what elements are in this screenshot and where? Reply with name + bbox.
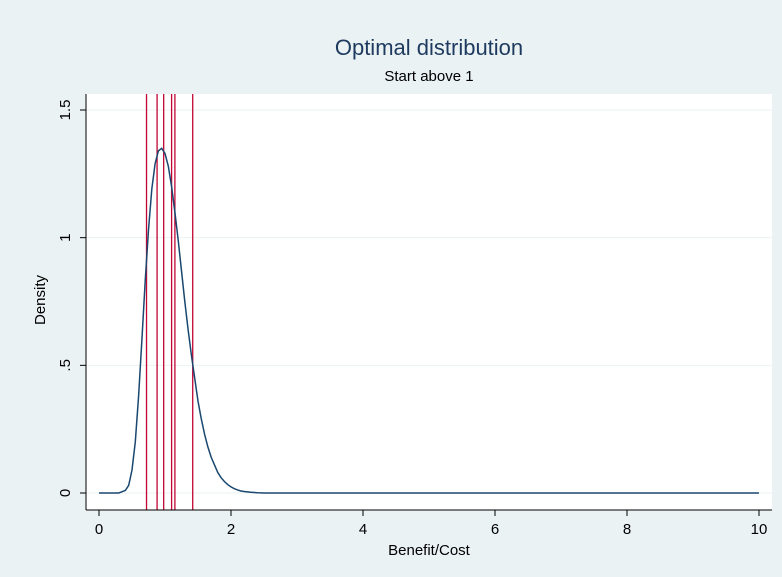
y-tick-label-2: 1 (57, 233, 74, 241)
y-tick-label-1: .5 (57, 359, 74, 372)
x-axis-label: Benefit/Cost (388, 542, 471, 559)
y-axis-label: Density (32, 274, 49, 325)
x-tick-label-4: 8 (623, 521, 631, 538)
x-tick-label-3: 6 (491, 521, 499, 538)
x-tick-label-5: 10 (751, 521, 768, 538)
x-tick-label-1: 2 (227, 521, 235, 538)
plot-area (86, 94, 772, 510)
density-curve (99, 147, 759, 494)
ticks: 0 2 4 6 8 10 0 .5 1 1.5 (57, 100, 767, 538)
y-tick-label-0: 0 (57, 489, 74, 497)
vertical-lines (145, 94, 194, 510)
x-tick-label-2: 4 (359, 521, 367, 538)
y-tick-label-3: 1.5 (57, 100, 74, 121)
chart-title: Optimal distribution (335, 35, 523, 60)
chart-subtitle: Start above 1 (384, 68, 473, 85)
x-tick-label-0: 0 (95, 521, 103, 538)
axes (85, 94, 772, 511)
